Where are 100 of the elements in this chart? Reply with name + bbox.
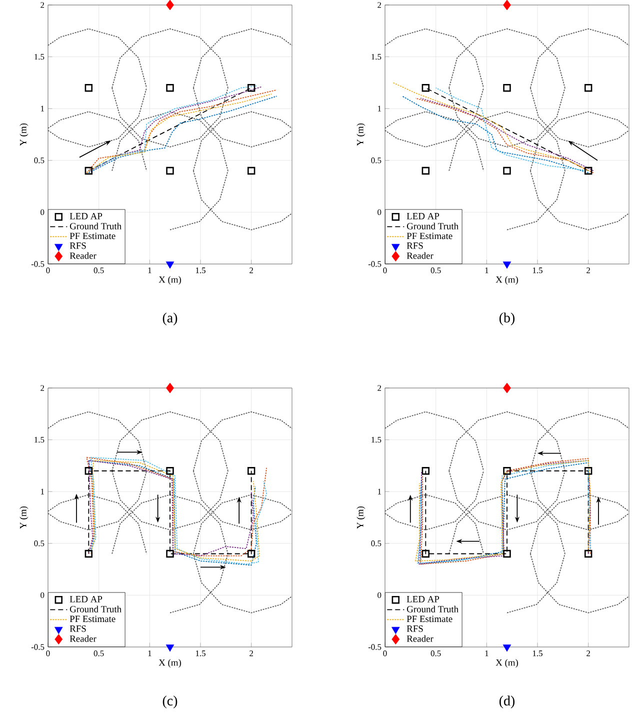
x-axis-title: X (m): [496, 659, 518, 668]
y-tick-label: 1.5: [372, 54, 382, 60]
point: [247, 84, 256, 92]
x-tick-label: 1: [485, 650, 488, 656]
legend-label: Reader: [70, 635, 96, 642]
y-tick-label: 0: [40, 592, 44, 598]
x-tick-label: 0.5: [94, 650, 104, 656]
y-tick-label: 2: [40, 385, 44, 391]
legend-label: Ground Truth: [406, 606, 458, 612]
point: [502, 262, 512, 269]
point: [84, 166, 93, 175]
legend-label: PF Estimate: [70, 616, 116, 622]
y-tick-label: 1: [378, 488, 381, 494]
y-tick-label: 2: [40, 2, 44, 8]
point: [166, 467, 174, 475]
text: (b): [499, 312, 515, 326]
text: (d): [499, 696, 515, 708]
y-tick-label: 1: [40, 488, 44, 494]
y-tick-label: 0.5: [371, 158, 382, 164]
legend-label: RFS: [70, 625, 86, 632]
point: [503, 84, 511, 92]
text: (a): [162, 312, 178, 326]
legend-label: RFS: [406, 242, 423, 249]
legend-label: Ground Truth: [406, 222, 458, 230]
line-series: [392, 82, 589, 172]
legend-label: LED AP: [70, 212, 102, 220]
point: [422, 84, 430, 92]
legend-label: Reader: [70, 252, 96, 259]
x-tick-label: 1.5: [532, 268, 542, 274]
legend-label: PF Estimate: [406, 616, 452, 622]
legend-label: RFS: [406, 625, 423, 632]
y-tick-label: 1: [378, 106, 381, 112]
x-tick-label: 0: [383, 268, 387, 274]
point: [584, 467, 592, 475]
point: [166, 382, 174, 394]
y-axis-title: Y (m): [356, 506, 366, 529]
point: [503, 0, 511, 10]
point: [503, 467, 511, 475]
x-tick-label: 1.5: [196, 650, 206, 656]
point: [584, 84, 592, 92]
point: [166, 0, 174, 10]
legend-label: PF Estimate: [70, 232, 116, 240]
point: [84, 467, 93, 475]
x-tick-label: 0: [383, 650, 387, 656]
x-tick-label: 0.5: [430, 268, 441, 274]
x-tick-label: 0.5: [430, 650, 441, 656]
y-tick-label: 0: [378, 209, 382, 216]
y-tick-label: 0.5: [34, 540, 44, 546]
point: [584, 550, 592, 558]
point: [503, 166, 511, 175]
x-tick-label: 1: [148, 650, 152, 656]
point: [84, 84, 93, 92]
legend-label: RFS: [70, 242, 86, 249]
y-tick-label: -0.5: [368, 261, 382, 267]
point: [247, 467, 256, 475]
x-tick-label: 2: [250, 650, 253, 656]
x-axis-title: X (m): [158, 276, 182, 285]
y-tick-label: 1.5: [372, 436, 382, 443]
y-tick-label: 0: [378, 592, 382, 598]
point: [166, 550, 174, 558]
x-axis-title: X (m): [496, 276, 518, 285]
point: [247, 550, 256, 558]
point: [166, 84, 174, 92]
legend-label: LED AP: [70, 596, 102, 602]
y-tick-label: -0.5: [31, 261, 44, 267]
line-series: [435, 87, 589, 172]
y-tick-label: 0.5: [34, 158, 44, 164]
legend-label: LED AP: [406, 596, 440, 602]
x-tick-label: 1.5: [532, 650, 542, 656]
legend-label: Reader: [406, 635, 434, 642]
y-axis-title: Y (m): [20, 506, 28, 529]
point: [166, 166, 174, 175]
y-tick-label: 0: [40, 209, 44, 216]
x-tick-label: 0: [46, 268, 50, 274]
x-tick-label: 1: [485, 268, 488, 274]
point: [422, 550, 430, 558]
legend-label: Ground Truth: [70, 606, 122, 612]
text: (c): [162, 696, 178, 708]
y-axis-title: Y (m): [20, 123, 28, 146]
x-tick-label: 2: [586, 268, 590, 274]
point: [503, 550, 511, 558]
legend-label: PF Estimate: [406, 232, 452, 240]
y-axis-title: Y (m): [356, 123, 366, 146]
y-tick-label: 1.5: [34, 54, 44, 60]
legend-label: LED AP: [406, 212, 440, 220]
legend-label: Ground Truth: [70, 222, 122, 230]
x-tick-label: 0.5: [94, 268, 104, 274]
x-tick-label: 1: [148, 268, 152, 274]
x-tick-label: 2: [250, 268, 253, 274]
x-tick-label: 0: [46, 650, 50, 656]
point: [503, 382, 511, 394]
point: [166, 644, 174, 652]
x-tick-label: 2: [586, 650, 590, 656]
point: [422, 467, 430, 475]
point: [247, 166, 256, 175]
y-tick-label: -0.5: [31, 644, 44, 650]
point: [584, 166, 592, 175]
x-tick-label: 1.5: [196, 268, 206, 274]
x-axis-title: X (m): [158, 659, 182, 668]
y-tick-label: -0.5: [368, 644, 382, 650]
